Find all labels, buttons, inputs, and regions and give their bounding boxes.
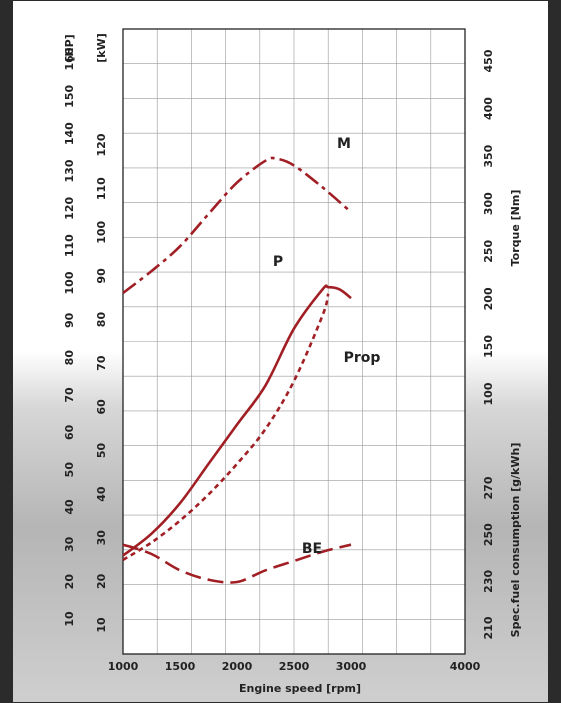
hp-axis-title: [HP] xyxy=(63,34,76,61)
series-line-m xyxy=(122,156,352,295)
kw-tick-label: 10 xyxy=(95,617,108,633)
torque-tick-label: 150 xyxy=(482,335,495,358)
torque-tick-label: 400 xyxy=(482,97,495,120)
kw-tick-label: 20 xyxy=(95,573,108,589)
series-label-be: BE xyxy=(302,541,322,557)
hp-tick-label: 80 xyxy=(63,350,76,366)
hp-tick-label: 40 xyxy=(63,499,76,515)
fuel-tick-label: 250 xyxy=(482,523,495,546)
series-label-m: M xyxy=(337,136,351,152)
hp-tick-label: 140 xyxy=(63,122,76,145)
series-label-p: P xyxy=(273,254,283,270)
kw-tick-label: 120 xyxy=(95,133,108,156)
tick-labels: 1000 1500 2000 2500 3000 4000 10 20 30 40 50 60 70 80… xyxy=(63,47,495,673)
x-tick-label: 2500 xyxy=(279,660,310,673)
hp-tick-label: 120 xyxy=(63,197,76,220)
series-line-p xyxy=(122,284,352,557)
kw-axis-title: [kW] xyxy=(95,33,108,63)
kw-tick-label: 70 xyxy=(95,355,108,371)
kw-tick-label: 40 xyxy=(95,486,108,502)
hp-tick-label: 130 xyxy=(63,159,76,182)
hp-tick-label: 60 xyxy=(63,424,76,440)
plot-border xyxy=(122,28,466,655)
kw-tick-label: 80 xyxy=(95,312,108,328)
fuel-tick-label: 230 xyxy=(482,570,495,593)
torque-tick-label: 100 xyxy=(482,382,495,405)
torque-tick-label: 200 xyxy=(482,287,495,310)
hp-tick-label: 160 xyxy=(63,47,76,70)
kw-tick-label: 60 xyxy=(95,399,108,415)
grid xyxy=(123,29,465,654)
hp-tick-label: 70 xyxy=(63,387,76,403)
hp-tick-label: 50 xyxy=(63,462,76,478)
fuel-tick-label: 270 xyxy=(482,476,495,499)
curves xyxy=(122,156,352,584)
x-tick-label: 2000 xyxy=(222,660,253,673)
x-tick-label: 4000 xyxy=(450,660,481,673)
torque-axis-title: Torque [Nm] xyxy=(509,190,522,267)
torque-tick-label: 300 xyxy=(482,192,495,215)
x-tick-label: 3000 xyxy=(336,660,367,673)
torque-tick-label: 450 xyxy=(482,49,495,72)
torque-tick-label: 350 xyxy=(482,144,495,167)
kw-tick-label: 50 xyxy=(95,442,108,458)
torque-tick-label: 250 xyxy=(482,239,495,262)
kw-tick-label: 100 xyxy=(95,220,108,243)
x-tick-label: 1000 xyxy=(108,660,139,673)
series-line-be xyxy=(122,543,352,584)
kw-tick-label: 110 xyxy=(95,177,108,200)
hp-tick-label: 90 xyxy=(63,312,76,328)
fuel-tick-label: 210 xyxy=(482,616,495,639)
hp-tick-label: 10 xyxy=(63,611,76,627)
hp-tick-label: 100 xyxy=(63,271,76,294)
hp-tick-label: 20 xyxy=(63,574,76,590)
kw-tick-label: 90 xyxy=(95,268,108,284)
hp-tick-label: 30 xyxy=(63,536,76,552)
series-label-prop: Prop xyxy=(344,350,381,366)
hp-tick-label: 110 xyxy=(63,234,76,257)
x-axis-title: Engine speed [rpm] xyxy=(239,682,361,695)
hp-tick-label: 150 xyxy=(63,85,76,108)
x-tick-label: 1500 xyxy=(165,660,196,673)
kw-tick-label: 30 xyxy=(95,530,108,546)
fuel-axis-title: Spec.fuel consumption [g/kWh] xyxy=(509,443,522,638)
